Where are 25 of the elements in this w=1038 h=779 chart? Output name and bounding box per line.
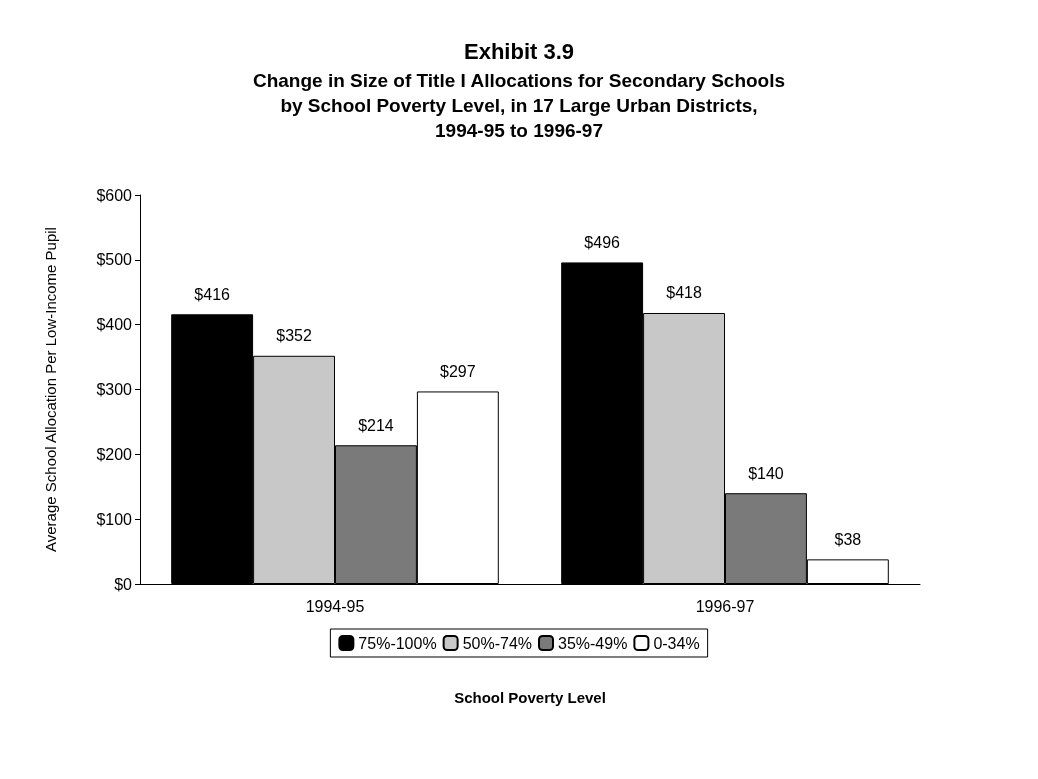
data-label: $38 xyxy=(834,530,862,548)
legend-label: 50%-74% xyxy=(462,634,533,652)
legend-label: 75%-100% xyxy=(358,634,437,652)
y-axis-title: Average School Allocation Per Low-Income Pupil xyxy=(42,227,59,552)
data-label: $496 xyxy=(584,233,621,251)
y-tick-label: $200 xyxy=(96,445,133,463)
x-tick-label: 1994-95 xyxy=(305,597,365,615)
y-tick-label: $400 xyxy=(96,316,133,334)
x-axis-title: School Poverty Level xyxy=(454,689,606,706)
data-label: $214 xyxy=(358,416,394,434)
data-label: $418 xyxy=(666,284,702,302)
y-tick-label: $100 xyxy=(96,510,133,528)
chart-subtitle: Change in Size of Title I Allocations for Secondary Schools by School Poverty Level, in 17 Large Urban Districts, 1994-95 to 1996-97 xyxy=(252,70,786,141)
y-tick-label: $0 xyxy=(114,575,133,593)
legend-label: 35%-49% xyxy=(558,634,628,652)
x-tick-label: 1996-97 xyxy=(695,597,755,615)
data-label: $416 xyxy=(194,285,231,303)
data-label: $140 xyxy=(748,464,784,482)
y-tick-label: $500 xyxy=(96,251,133,269)
chart-title: Exhibit 3.9 xyxy=(463,38,575,64)
y-tick-label: $300 xyxy=(96,381,133,398)
y-tick-label: $600 xyxy=(96,186,133,204)
data-label: $352 xyxy=(276,327,312,345)
legend-label: 0-34% xyxy=(653,634,700,652)
data-label: $297 xyxy=(440,362,476,380)
